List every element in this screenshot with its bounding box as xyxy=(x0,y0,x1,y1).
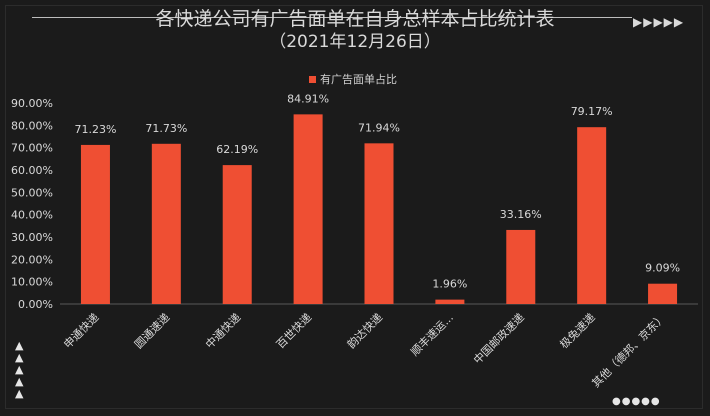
data-label: 71.23% xyxy=(74,123,116,136)
data-label: 84.91% xyxy=(287,92,329,105)
category-label: 极兔速递 xyxy=(557,310,598,351)
y-tick-label: 20.00% xyxy=(11,253,53,266)
y-tick-label: 70.00% xyxy=(11,142,53,155)
title-main: 各快递公司有广告面单在自身总样本占比统计表 xyxy=(155,8,555,30)
category-label: 其他（德邦、京东） xyxy=(589,310,669,390)
data-label: 71.94% xyxy=(358,121,400,134)
category-label: 中国邮政速递 xyxy=(470,310,527,367)
category-label: 韵达快递 xyxy=(344,310,385,351)
y-tick-label: 90.00% xyxy=(11,97,53,110)
data-label: 71.73% xyxy=(145,122,187,135)
y-tick-label: 60.00% xyxy=(11,164,53,177)
data-label: 62.19% xyxy=(216,143,258,156)
y-tick-label: 50.00% xyxy=(11,186,53,199)
triangle-decoration-icon: ▲ ▲ ▲ ▲ ▲ xyxy=(15,339,24,400)
title-subtitle: （2021年12月26日） xyxy=(269,32,441,52)
y-tick-label: 10.00% xyxy=(11,276,53,289)
y-tick-label: 40.00% xyxy=(11,209,53,222)
legend-swatch xyxy=(309,75,316,83)
bar xyxy=(151,143,181,304)
category-label: 顺丰速运... xyxy=(408,311,456,359)
bar xyxy=(506,229,536,304)
bar xyxy=(648,283,678,304)
y-tick-label: 0.00% xyxy=(18,298,53,311)
dots-decoration-icon: ●●●●● xyxy=(612,396,661,407)
y-tick-label: 30.00% xyxy=(11,231,53,244)
legend: 有广告面单占比 xyxy=(309,71,397,87)
bar xyxy=(577,127,607,304)
decorative-line xyxy=(32,17,632,18)
data-label: 33.16% xyxy=(500,208,542,221)
y-tick-label: 80.00% xyxy=(11,119,53,132)
chart-title: 各快递公司有广告面单在自身总样本占比统计表 （2021年12月26日） xyxy=(0,8,710,54)
data-label: 79.17% xyxy=(571,105,613,118)
bar xyxy=(222,165,252,304)
legend-label: 有广告面单占比 xyxy=(320,73,397,86)
bar xyxy=(364,143,394,304)
category-label: 圆通速递 xyxy=(131,310,172,351)
arrow-decoration-icon: ▶▶▶▶▶ xyxy=(633,15,685,29)
bar xyxy=(80,144,110,304)
bar xyxy=(293,114,323,304)
data-label: 9.09% xyxy=(645,262,680,275)
category-label: 申通快递 xyxy=(61,310,102,351)
bar xyxy=(435,299,465,304)
category-label: 百世快递 xyxy=(273,310,314,351)
chart-frame xyxy=(5,5,703,409)
data-label: 1.96% xyxy=(432,278,467,291)
category-label: 中通快递 xyxy=(202,310,243,351)
